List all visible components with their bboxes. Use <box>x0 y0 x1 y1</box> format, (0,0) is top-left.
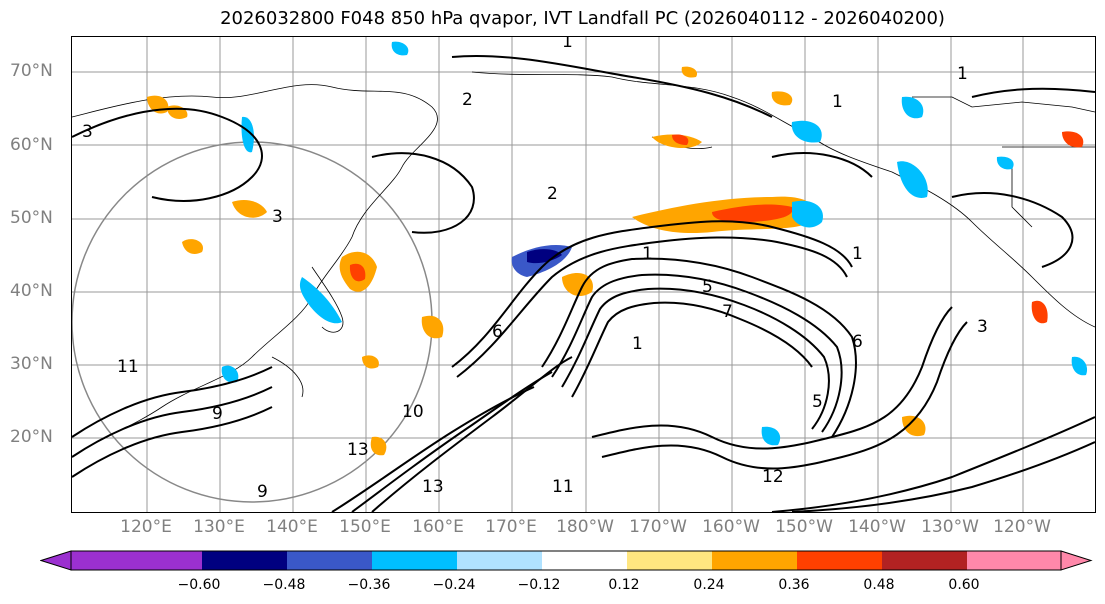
lon-label-120e: 120°E <box>120 517 172 537</box>
ivt-contours <box>72 55 1095 512</box>
contour-label: 1 <box>852 244 863 264</box>
map-panel: 1 2 3 1 1 2 1 1 1 5 6 11 13 9 13 11 12 3… <box>71 36 1096 513</box>
contour-label: 1 <box>632 334 643 354</box>
lon-label-180w: 180°W <box>556 517 614 537</box>
lat-label-50: 50°N <box>10 208 53 228</box>
lon-label-140w: 140°W <box>848 517 906 537</box>
colorbar <box>40 550 1093 571</box>
colorbar-tick-label: −0.12 <box>517 577 561 593</box>
coastlines <box>72 71 1095 458</box>
colorbar-segment <box>287 551 372 570</box>
lon-label-160e: 160°E <box>412 517 464 537</box>
contour-label: 6 <box>852 332 863 352</box>
contour-label: 3 <box>272 207 283 227</box>
qvapor-shading <box>147 41 1088 456</box>
map-svg: 1 2 3 1 1 2 1 1 1 5 6 11 13 9 13 11 12 3… <box>72 37 1095 512</box>
contour-label: 11 <box>552 477 574 497</box>
lat-label-20: 20°N <box>10 427 53 447</box>
lon-label-130e: 130°E <box>193 517 245 537</box>
colorbar-tick-label: −0.48 <box>262 577 306 593</box>
contour-label: 9 <box>212 404 223 424</box>
colorbar-tick-label: 0.12 <box>608 577 640 593</box>
contour-label: 2 <box>462 90 473 110</box>
colorbar-segment <box>627 551 712 570</box>
colorbar-tick-label: 0.60 <box>948 577 980 593</box>
lon-label-120w: 120°W <box>993 517 1051 537</box>
colorbar-tick-label: 0.48 <box>863 577 895 593</box>
map-title: 2026032800 F048 850 hPa qvapor, IVT Land… <box>220 8 945 29</box>
colorbar-segment <box>202 551 287 570</box>
contour-label: 1 <box>562 37 573 52</box>
lon-label-130w: 130°W <box>921 517 979 537</box>
contour-label: 12 <box>762 467 784 487</box>
contour-label: 13 <box>347 440 369 460</box>
contour-label: 5 <box>702 277 713 297</box>
colorbar-segment <box>457 551 542 570</box>
contour-label: 7 <box>722 302 733 322</box>
contour-label: 13 <box>422 477 444 497</box>
lon-label-140e: 140°E <box>266 517 318 537</box>
contour-label: 5 <box>812 392 823 412</box>
colorbar-tick-label: 0.24 <box>693 577 725 593</box>
contour-label: 10 <box>402 402 424 422</box>
colorbar-tick-label: 0.36 <box>778 577 810 593</box>
colorbar-extend-right <box>1060 550 1093 571</box>
contour-label: 1 <box>957 64 968 84</box>
colorbar-segment <box>71 551 202 570</box>
lat-label-30: 30°N <box>10 354 53 374</box>
contour-label: 1 <box>832 92 843 112</box>
colorbar-tick-label: −0.36 <box>347 577 391 593</box>
colorbar-segments <box>40 550 1093 571</box>
lat-label-40: 40°N <box>10 281 53 301</box>
contour-label: 11 <box>117 357 139 377</box>
contour-label: 2 <box>547 184 558 204</box>
contour-label: 9 <box>257 482 268 502</box>
lon-label-150w: 150°W <box>775 517 833 537</box>
contour-labels: 1 2 3 1 1 2 1 1 1 5 6 11 13 9 13 11 12 3… <box>82 37 988 502</box>
colorbar-frame <box>70 550 1062 571</box>
contour-label: 3 <box>977 317 988 337</box>
colorbar-segment <box>542 551 627 570</box>
lat-label-70: 70°N <box>10 61 53 81</box>
colorbar-segment <box>372 551 457 570</box>
lon-label-160w: 160°W <box>702 517 760 537</box>
contour-label: 3 <box>82 122 93 142</box>
contour-label: 1 <box>642 244 653 264</box>
colorbar-segment <box>967 551 1061 570</box>
colorbar-tick-label: −0.24 <box>432 577 476 593</box>
lat-label-60: 60°N <box>10 135 53 155</box>
colorbar-extend-left <box>40 550 72 571</box>
colorbar-segment <box>882 551 967 570</box>
lon-label-150e: 150°E <box>339 517 391 537</box>
colorbar-segment <box>712 551 797 570</box>
colorbar-segment <box>797 551 882 570</box>
colorbar-tick-label: −0.60 <box>177 577 221 593</box>
lon-label-170e: 170°E <box>485 517 537 537</box>
contour-label: 6 <box>492 322 503 342</box>
lon-label-170w: 170°W <box>629 517 687 537</box>
